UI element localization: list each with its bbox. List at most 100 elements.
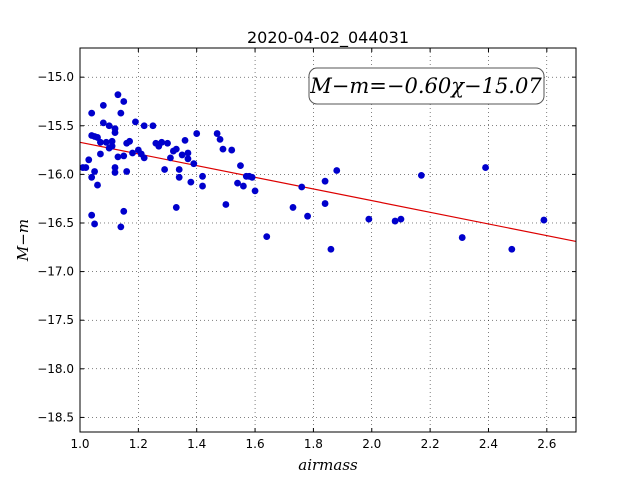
y-tick-label: −15.5 (37, 119, 74, 133)
data-point (172, 145, 180, 153)
data-point (132, 118, 139, 126)
data-point (508, 245, 516, 253)
data-point (199, 172, 206, 180)
data-point (327, 245, 335, 253)
data-point (91, 168, 98, 175)
data-point (175, 166, 183, 173)
x-tick-label: 2.4 (479, 437, 498, 451)
data-point (111, 129, 119, 136)
x-tick-label: 2.6 (537, 437, 556, 451)
chart-title: 2020-04-02_044031 (247, 28, 409, 48)
data-point (251, 187, 259, 195)
data-point (91, 220, 98, 228)
data-point (540, 216, 548, 224)
data-point (184, 149, 192, 157)
data-point (263, 233, 271, 240)
y-tick-label: −15.0 (37, 70, 74, 84)
data-point (482, 164, 489, 171)
fit-line-group (79, 141, 577, 243)
data-point (458, 234, 466, 241)
data-point (108, 142, 116, 150)
data-point (417, 171, 425, 179)
data-point (111, 169, 119, 176)
data-point (99, 119, 107, 127)
data-point (333, 167, 341, 174)
x-tick-label: 1.0 (70, 437, 89, 451)
data-point (117, 109, 125, 117)
data-point (178, 151, 186, 159)
data-point (85, 156, 93, 164)
data-point (82, 164, 90, 171)
data-point (120, 152, 128, 160)
data-point (213, 130, 221, 137)
data-point (102, 138, 110, 146)
fit-annotation: M−m=−0.60χ−15.07 (308, 67, 545, 105)
data-point (234, 179, 241, 187)
x-tick-label: 1.6 (246, 437, 265, 451)
data-point (199, 182, 206, 190)
data-point (237, 162, 244, 170)
data-point (190, 160, 198, 168)
data-point (97, 138, 104, 146)
data-point (114, 91, 122, 99)
y-tick-label: −18.0 (37, 362, 74, 376)
data-point (140, 122, 148, 130)
data-point (126, 137, 133, 145)
data-point (117, 223, 125, 231)
data-point (111, 164, 119, 171)
plot-frame (79, 47, 577, 433)
data-point (149, 122, 157, 130)
data-point (123, 168, 131, 175)
data-point (216, 135, 224, 143)
x-tick-label: 2.0 (362, 437, 381, 451)
data-point (219, 145, 227, 153)
data-point (175, 173, 183, 181)
data-point (88, 109, 96, 117)
data-point (181, 136, 189, 144)
data-point (365, 215, 373, 223)
data-point (184, 155, 192, 163)
data-point (99, 101, 107, 109)
data-point (321, 177, 329, 185)
data-point (158, 138, 166, 146)
data-point (140, 154, 148, 162)
data-point (304, 212, 311, 220)
annotation-text: M−m=−0.60χ−15.07 (309, 74, 542, 98)
y-tick-label: −16.5 (37, 216, 74, 230)
data-point (239, 182, 247, 190)
data-point (129, 149, 136, 157)
data-point (108, 137, 116, 145)
data-point (397, 215, 405, 223)
data-point (248, 173, 256, 181)
y-tick-label: −16.0 (37, 167, 74, 181)
data-point (298, 183, 306, 191)
data-point (120, 98, 128, 105)
x-tick-label: 1.8 (304, 437, 323, 451)
y-tick-label: −18.5 (37, 410, 74, 424)
data-point (164, 139, 171, 147)
y-tick-label: −17.5 (37, 313, 74, 327)
y-axis-label: M−m (14, 219, 32, 262)
data-point (193, 130, 201, 137)
data-point (222, 201, 230, 208)
x-axis-label: airmass (298, 456, 358, 474)
annotation-box (308, 67, 545, 105)
fit-line (79, 141, 577, 243)
data-points (79, 91, 548, 253)
data-point (172, 204, 180, 211)
x-tick-label: 2.2 (421, 437, 440, 451)
data-point (161, 166, 169, 173)
data-point (88, 211, 96, 219)
grid-lines (79, 48, 576, 432)
data-point (228, 146, 236, 154)
data-point (289, 204, 297, 211)
data-point (105, 122, 113, 130)
data-point (187, 178, 195, 186)
data-point (391, 217, 399, 225)
data-point (94, 181, 101, 189)
data-point (321, 200, 329, 207)
data-point (97, 150, 104, 158)
y-axis-ticks: −15.0 −15.5 −16.0 −16.5 −17.0 −17.5 −18.0 −18.5 (37, 70, 576, 424)
x-tick-label: 1.2 (129, 437, 148, 451)
